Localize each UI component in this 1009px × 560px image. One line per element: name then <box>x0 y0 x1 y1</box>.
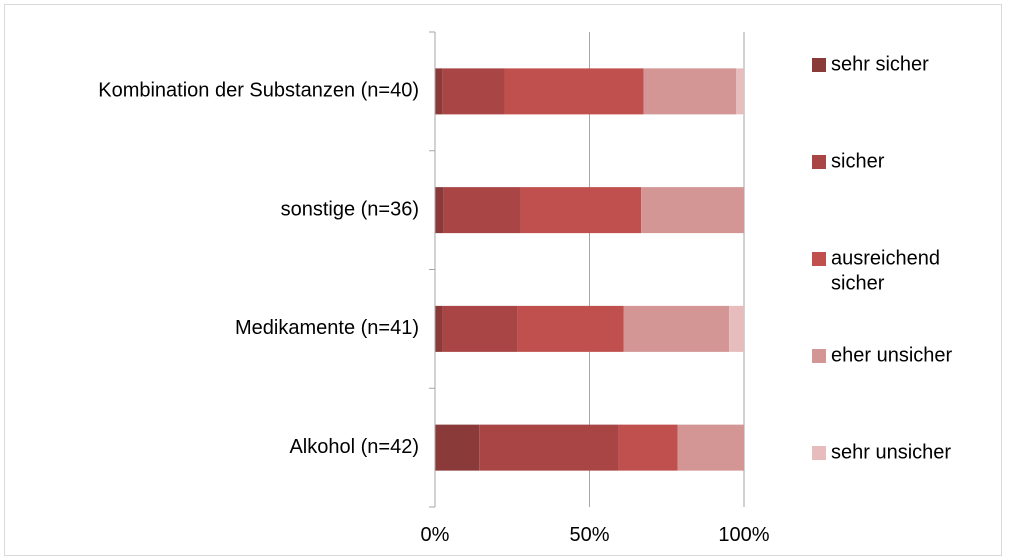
bar-segment <box>435 305 443 352</box>
legend-label: sehr sicher <box>831 53 929 75</box>
bar-segment <box>623 305 730 352</box>
axis-layer <box>429 31 436 508</box>
x-tick-label: 50% <box>569 524 609 546</box>
x-tick-label: 0% <box>421 524 450 546</box>
legend-swatch <box>812 446 826 460</box>
bar-segment <box>641 187 744 234</box>
bar-segment <box>442 68 505 115</box>
bar-segment <box>736 68 744 115</box>
category-label: Medikamente (n=41) <box>235 317 419 339</box>
x-tick-label: 100% <box>718 524 769 546</box>
bars-layer <box>435 68 744 471</box>
category-label: Alkohol (n=42) <box>289 436 419 458</box>
bar-segment <box>442 305 518 352</box>
bar-segment <box>479 424 619 471</box>
bar-segment <box>520 187 642 234</box>
legend-swatch <box>812 155 826 169</box>
legend-label: sicher <box>831 150 885 172</box>
bar-segment <box>517 305 624 352</box>
chart-frame: Kombination der Substanzen (n=40) sonstig… <box>4 4 1002 556</box>
category-label: sonstige (n=36) <box>281 198 419 220</box>
legend-label: ausreichend <box>831 247 940 269</box>
category-label: Kombination der Substanzen (n=40) <box>98 80 419 102</box>
bar-segment <box>618 424 678 471</box>
stacked-bar-chart: Kombination der Substanzen (n=40) sonstig… <box>98 31 953 546</box>
bar-segment <box>435 187 444 234</box>
bar-segment <box>643 68 737 115</box>
bar-segment <box>435 424 480 471</box>
legend-label: sehr unsicher <box>831 441 951 463</box>
legend-swatch <box>812 58 826 72</box>
labels-layer: Kombination der Substanzen (n=40) sonstig… <box>98 80 770 546</box>
bar-segment <box>504 68 644 115</box>
legend-label: sicher <box>831 272 885 294</box>
legend: sehr sicher sicher ausreichend sicher eher u… <box>812 53 953 463</box>
legend-label: eher unsicher <box>831 344 953 366</box>
legend-swatch <box>812 252 826 266</box>
legend-swatch <box>812 349 826 363</box>
bar-segment <box>677 424 744 471</box>
bar-segment <box>729 305 744 352</box>
bar-segment <box>443 187 521 234</box>
bar-segment <box>435 68 443 115</box>
